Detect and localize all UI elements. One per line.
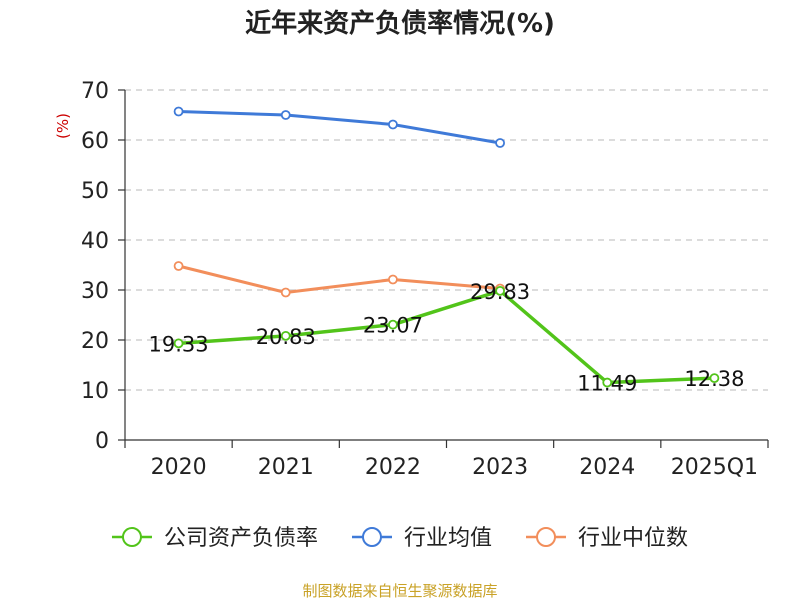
x-tick-label: 2024 [579, 455, 635, 480]
data-label: 12.38 [684, 367, 744, 391]
y-tick-label: 50 [81, 179, 109, 204]
legend-swatch-marker [536, 527, 557, 547]
data-label: 11.49 [577, 372, 637, 396]
y-tick-label: 60 [81, 129, 109, 154]
data-point [388, 319, 398, 330]
series-line [178, 289, 715, 385]
x-tick-label: 2023 [472, 455, 528, 480]
series-0 [173, 285, 720, 388]
y-axis-label: (%) [54, 113, 72, 139]
legend-item-0[interactable]: 公司资产负债率 [111, 526, 318, 551]
data-point [173, 338, 184, 349]
series-line [178, 264, 501, 294]
legend-swatch-marker [121, 527, 142, 547]
data-point [173, 106, 184, 117]
legend-label: 公司资产负债率 [164, 526, 318, 551]
gridlines [125, 89, 768, 391]
y-tick-label: 70 [81, 79, 109, 104]
legend-item-1[interactable]: 行业均值 [351, 526, 492, 551]
data-point [280, 287, 291, 298]
x-tick-label: 2021 [258, 455, 314, 480]
data-point [495, 138, 505, 148]
chart-title: 近年来资产负债率情况(%) [245, 8, 555, 39]
x-tick-label: 2025Q1 [671, 455, 758, 480]
data-point [280, 110, 291, 120]
series-layer [173, 106, 720, 388]
y-tick-label: 40 [81, 229, 109, 254]
series-1 [173, 106, 505, 148]
data-label: 20.83 [256, 325, 316, 349]
legend-swatch-marker [361, 527, 382, 547]
y-tick-label: 20 [81, 329, 109, 354]
legend-item-2[interactable]: 行业中位数 [526, 526, 688, 551]
data-label: 23.07 [363, 314, 423, 338]
y-tick-label: 0 [95, 429, 109, 454]
data-point [388, 119, 398, 130]
source-note: 制图数据来自恒生聚源数据库 [302, 582, 497, 600]
series-2 [173, 261, 505, 298]
data-point [280, 330, 291, 341]
data-point [602, 377, 613, 388]
y-tick-label: 30 [81, 279, 109, 304]
data-point [709, 373, 720, 384]
data-labels: 19.33 20.83 23.07 29.83 11.49 12.38 [149, 280, 745, 396]
legend-label: 行业均值 [404, 526, 492, 551]
y-tick-label: 10 [81, 379, 109, 404]
data-label: 29.83 [470, 280, 530, 304]
legend[interactable]: 公司资产负债率 行业均值 行业中位数 [111, 526, 688, 551]
series-line [178, 110, 501, 145]
data-point [495, 285, 505, 296]
data-label: 19.33 [149, 332, 209, 356]
data-point [388, 274, 398, 285]
axes: 0 10 20 30 40 50 60 70 2020 2021 2022 2023 2024 2025Q… [81, 79, 769, 480]
legend-label: 行业中位数 [578, 526, 688, 551]
x-tick-label: 2020 [151, 455, 207, 480]
data-point [173, 261, 184, 271]
x-tick-label: 2022 [365, 455, 421, 480]
